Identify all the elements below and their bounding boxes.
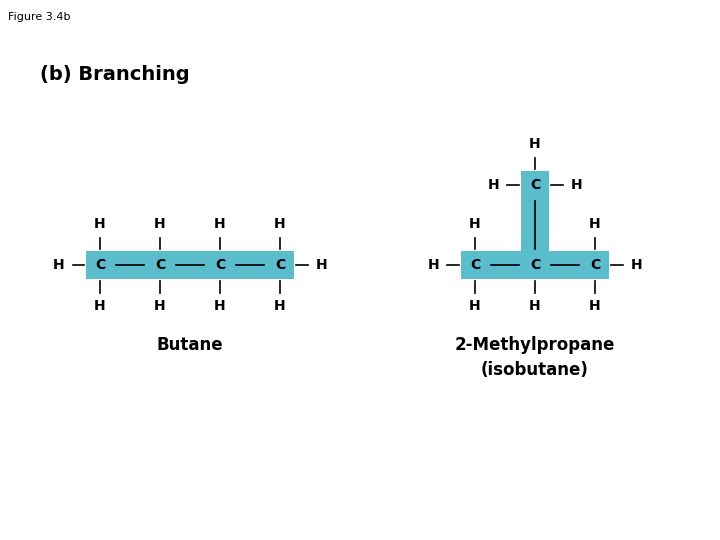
Text: C: C xyxy=(275,258,285,272)
Text: Figure 3.4b: Figure 3.4b xyxy=(7,12,70,23)
Bar xyxy=(521,171,549,251)
Text: H: H xyxy=(469,300,481,314)
Text: H: H xyxy=(589,300,600,314)
Text: 2-Methylpropane: 2-Methylpropane xyxy=(455,336,615,354)
Text: H: H xyxy=(214,300,226,314)
Text: H: H xyxy=(154,217,166,231)
Text: C: C xyxy=(590,258,600,272)
Text: H: H xyxy=(94,300,106,314)
Text: H: H xyxy=(529,137,541,151)
Text: C: C xyxy=(215,258,225,272)
Text: C: C xyxy=(530,178,540,192)
Text: H: H xyxy=(274,300,286,314)
Text: C: C xyxy=(530,258,540,272)
Text: (b) Branching: (b) Branching xyxy=(40,65,189,84)
Bar xyxy=(86,251,294,279)
Text: (isobutane): (isobutane) xyxy=(481,361,589,379)
Text: H: H xyxy=(487,178,499,192)
Text: H: H xyxy=(214,217,226,231)
Text: H: H xyxy=(631,258,642,272)
Text: H: H xyxy=(94,217,106,231)
Text: Butane: Butane xyxy=(157,336,223,354)
Text: H: H xyxy=(571,178,582,192)
Text: C: C xyxy=(470,258,480,272)
Text: C: C xyxy=(95,258,105,272)
Text: H: H xyxy=(53,258,64,272)
Text: H: H xyxy=(469,217,481,231)
Text: H: H xyxy=(315,258,328,272)
Text: C: C xyxy=(155,258,165,272)
Bar xyxy=(461,251,609,279)
Text: H: H xyxy=(154,300,166,314)
Text: H: H xyxy=(274,217,286,231)
Text: H: H xyxy=(529,300,541,314)
Text: H: H xyxy=(589,217,600,231)
Text: H: H xyxy=(428,258,439,272)
